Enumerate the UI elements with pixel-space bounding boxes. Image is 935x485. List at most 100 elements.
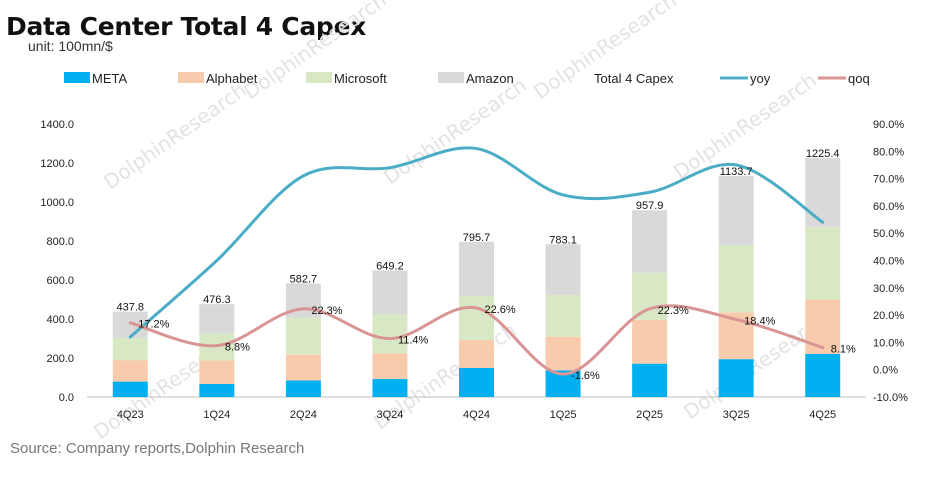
bar-microsoft (545, 295, 581, 337)
legend-swatch-alphabet (178, 72, 204, 83)
qoq-value-label: 18.4% (744, 315, 775, 327)
x-tick-label: 1Q25 (550, 409, 577, 421)
bars (112, 158, 841, 397)
qoq-value-label: 22.3% (311, 305, 342, 317)
total-value-label: 1225.4 (806, 148, 840, 160)
y-left-tick-label: 1400.0 (40, 119, 74, 131)
legend-label: yoy (750, 71, 771, 86)
bar-meta (112, 381, 148, 397)
legend-label: META (92, 71, 127, 86)
chart-subtitle: unit: 100mn/$ (28, 38, 113, 54)
data-labels: 437.8 476.3 582.7 649.2 795.7 783.1 957.9 1133.… (117, 148, 857, 382)
bar-meta (459, 367, 494, 397)
watermark-text: DolphinResearch (99, 78, 251, 194)
y-left-tick-label: 800.0 (46, 236, 74, 248)
y-left-tick-label: 0.0 (59, 392, 74, 404)
bar-amazon (372, 270, 408, 315)
legend: META Alphabet Microsoft Amazon Total 4 Capex… (64, 71, 870, 86)
bar-amazon (112, 311, 148, 338)
lines (128, 146, 825, 376)
qoq-value-label: 22.6% (485, 304, 516, 316)
source-note: Source: Company reports,Dolphin Research (10, 440, 305, 457)
qoq-value-label: 22.3% (658, 305, 689, 317)
qoq-value-label: 11.4% (398, 335, 429, 347)
qoq-value-label: 8.1% (831, 344, 856, 356)
qoq-value-label: 8.8% (225, 342, 250, 354)
bar-microsoft (718, 245, 754, 313)
bar-amazon (545, 244, 581, 296)
total-value-label: 783.1 (549, 234, 577, 246)
y-right-tick-label: 20.0% (873, 310, 904, 322)
y-left-tick-label: 1000.0 (40, 197, 74, 209)
x-tick-label: 3Q25 (723, 409, 750, 421)
legend-label: Amazon (466, 71, 514, 86)
chart-title: Data Center Total 4 Capex (6, 12, 366, 41)
total-value-label: 1133.7 (720, 166, 753, 178)
bar-alphabet (285, 354, 321, 381)
x-tick-label: 4Q24 (463, 409, 490, 421)
bar-amazon (805, 158, 841, 227)
y-right-tick-label: 0.0% (873, 365, 898, 377)
y-left-tick-label: 1200.0 (40, 158, 74, 170)
legend-label: Alphabet (206, 71, 258, 86)
y-left-tick-label: 600.0 (46, 275, 74, 287)
y-left-tick-label: 400.0 (46, 314, 74, 326)
watermark-text: DolphinResearch (529, 0, 681, 104)
bar-meta (372, 379, 408, 397)
bar-microsoft (632, 272, 668, 320)
total-value-label: 795.7 (463, 232, 491, 244)
bar-meta (805, 353, 841, 397)
x-tick-label: 4Q25 (809, 409, 836, 421)
total-value-label: 476.3 (203, 294, 231, 306)
x-tick-label: 4Q23 (117, 409, 144, 421)
watermark-text: DolphinResearch (379, 73, 531, 189)
bar-microsoft (372, 314, 408, 354)
bar-alphabet (459, 340, 494, 368)
qoq-value-label: 17.2% (138, 319, 169, 331)
legend-label: qoq (848, 71, 870, 86)
bar-meta (718, 359, 754, 397)
bar-alphabet (112, 360, 148, 382)
x-tick-label: 1Q24 (203, 409, 230, 421)
total-value-label: 649.2 (376, 260, 404, 272)
x-tick-label: 3Q24 (376, 409, 403, 421)
bar-microsoft (112, 337, 148, 361)
bar-alphabet (632, 319, 668, 364)
total-value-label: 582.7 (290, 273, 318, 285)
legend-swatch-meta (64, 72, 90, 83)
y-right-tick-label: 50.0% (873, 228, 904, 240)
watermark-text: DolphinResearch (239, 0, 391, 104)
y-right-tick-label: 90.0% (873, 119, 904, 131)
legend-label: Total 4 Capex (594, 71, 674, 86)
total-value-label: 957.9 (636, 200, 664, 212)
legend-swatch-amazon (438, 72, 464, 83)
bar-amazon (632, 210, 668, 273)
bar-amazon (199, 304, 235, 334)
bar-amazon (718, 175, 754, 246)
x-tick-label: 2Q25 (636, 409, 663, 421)
y-right-tick-label: 60.0% (873, 201, 904, 213)
legend-label: Microsoft (334, 71, 387, 86)
line-yoy (128, 146, 825, 339)
bar-amazon (459, 241, 494, 296)
bar-alphabet (545, 336, 581, 371)
y-right-tick-label: 70.0% (873, 174, 904, 186)
bar-meta (285, 380, 321, 397)
bar-alphabet (372, 353, 408, 380)
y-left-tick-label: 200.0 (46, 353, 74, 365)
y-right-tick-label: -10.0% (873, 392, 908, 404)
bar-microsoft (459, 295, 494, 341)
legend-swatch-microsoft (306, 72, 332, 83)
y-right-tick-label: 10.0% (873, 337, 904, 349)
bar-microsoft (285, 317, 321, 355)
bar-meta (632, 363, 668, 397)
y-right-tick-label: 40.0% (873, 256, 904, 268)
bar-microsoft (805, 226, 841, 300)
bar-alphabet (199, 360, 235, 384)
y-right-tick-label: 30.0% (873, 283, 904, 295)
bar-meta (199, 383, 235, 397)
qoq-value-label: -1.6% (571, 370, 600, 382)
y-right-tick-label: 80.0% (873, 146, 904, 158)
line-qoq (128, 304, 825, 376)
